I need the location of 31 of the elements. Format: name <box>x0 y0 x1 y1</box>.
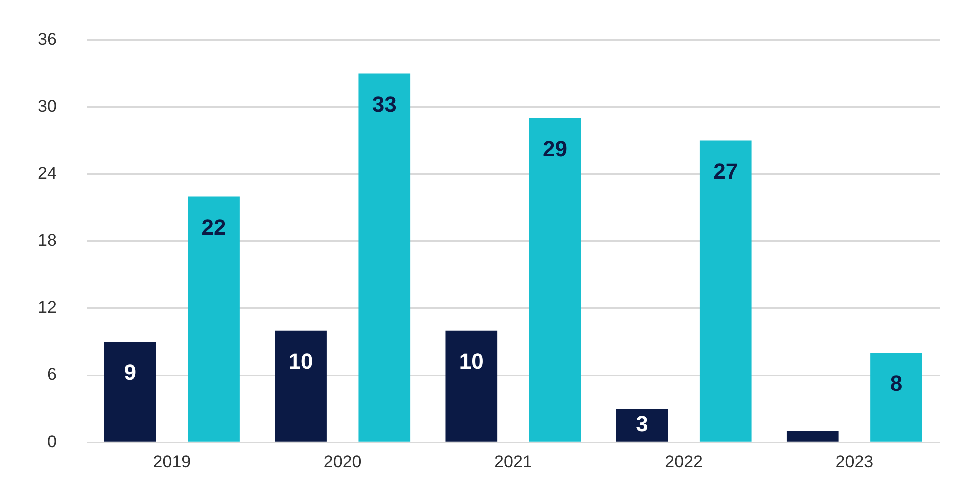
bar <box>786 431 839 442</box>
bar <box>700 140 752 442</box>
y-tick-label: 30 <box>38 96 57 116</box>
y-tick-label: 36 <box>38 30 57 49</box>
x-tick-label: 2023 <box>836 452 874 472</box>
data-label: 10 <box>459 348 484 374</box>
bar <box>529 118 582 442</box>
x-tick-label: 2022 <box>665 452 703 472</box>
y-tick-label: 12 <box>38 298 57 318</box>
x-tick-label: 2019 <box>153 452 192 472</box>
data-label: 33 <box>372 92 397 117</box>
data-label: 10 <box>288 348 314 374</box>
y-tick-label: 18 <box>38 231 57 250</box>
bar <box>446 330 498 442</box>
bar <box>358 74 411 442</box>
x-tick-label: 2021 <box>494 452 532 472</box>
bar <box>104 342 156 442</box>
y-tick-label: 0 <box>47 432 57 452</box>
y-tick-label: 24 <box>38 164 57 184</box>
data-label: 8 <box>890 371 903 396</box>
x-tick-label: 2020 <box>324 452 362 472</box>
data-label: 22 <box>202 214 226 240</box>
y-tick-label: 6 <box>47 365 57 384</box>
bar <box>870 353 922 442</box>
bar <box>275 330 327 442</box>
bar <box>616 409 668 442</box>
data-label: 3 <box>636 412 648 437</box>
data-label: 27 <box>714 158 738 184</box>
data-label: 29 <box>543 136 568 162</box>
data-label: 9 <box>124 360 137 386</box>
bar <box>188 196 240 442</box>
